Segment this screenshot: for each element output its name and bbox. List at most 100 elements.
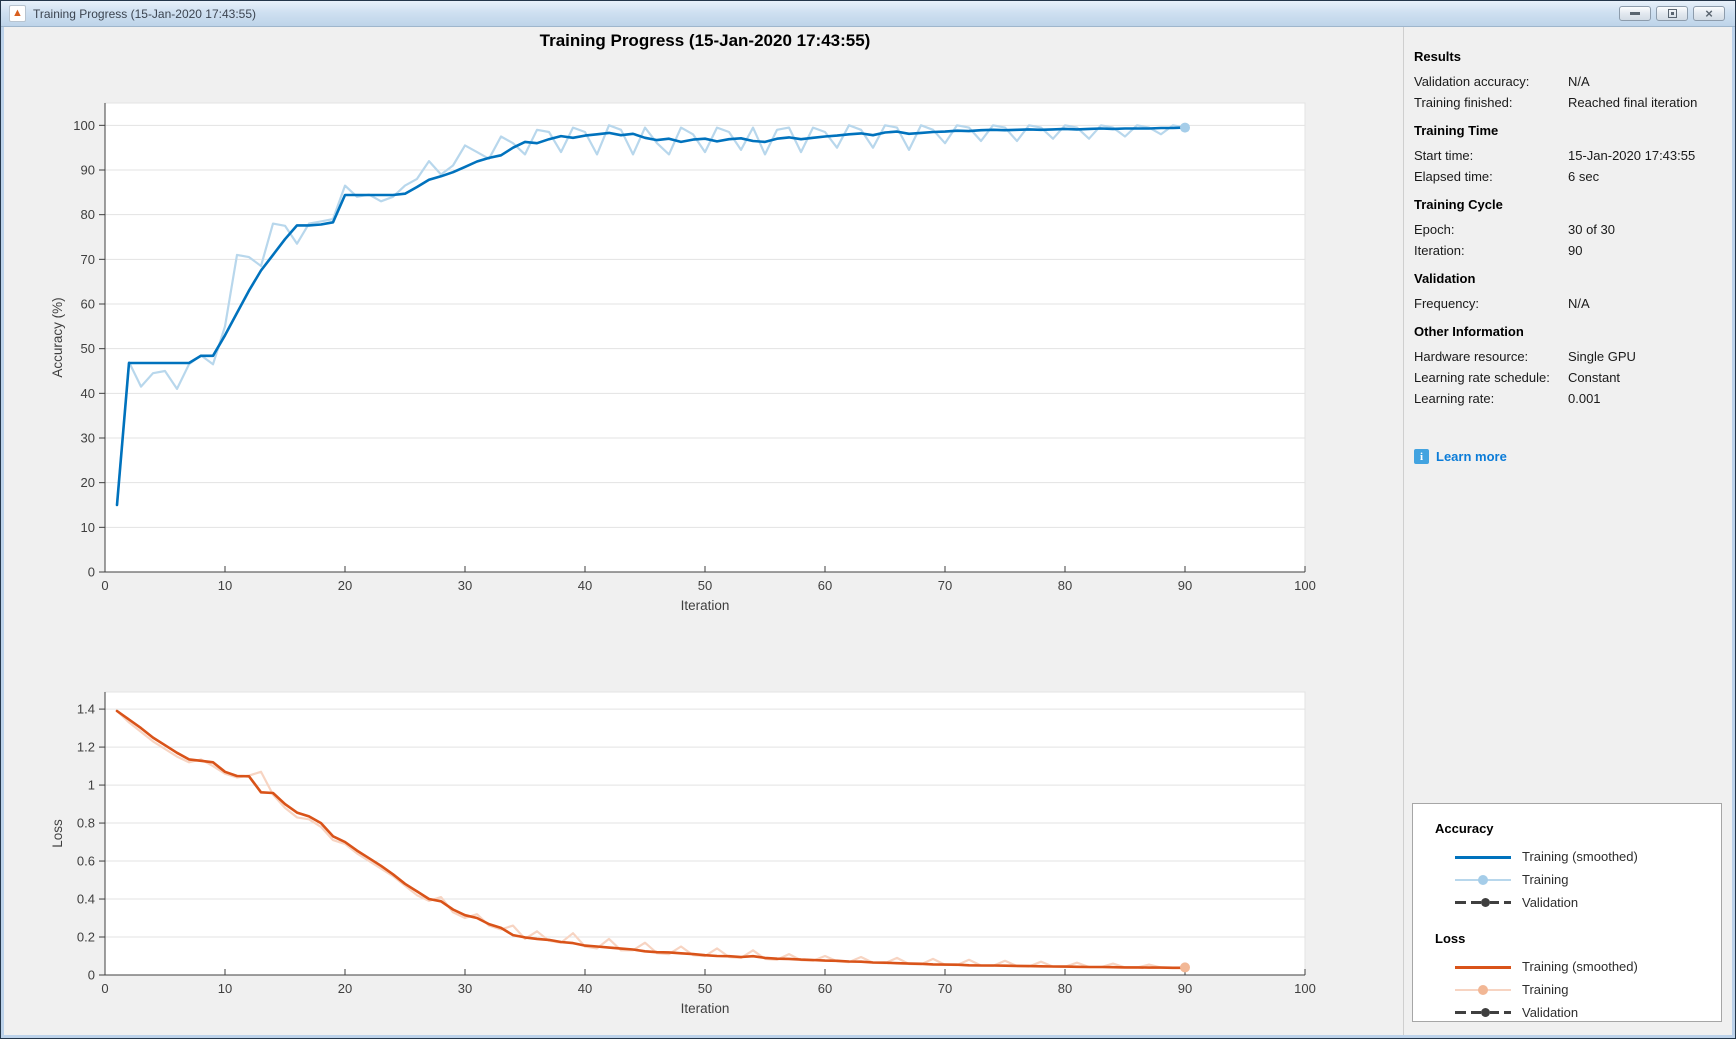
info-label: Learning rate:	[1414, 391, 1495, 406]
info-row: Hardware resource: Single GPU	[1414, 346, 1722, 367]
matlab-icon: ▲	[9, 5, 26, 22]
svg-text:100: 100	[1294, 981, 1316, 996]
svg-text:10: 10	[218, 981, 232, 996]
restore-icon	[1667, 9, 1677, 18]
restore-button[interactable]	[1656, 6, 1688, 21]
close-button[interactable]: ×	[1693, 6, 1725, 21]
validation-dashed-line-swatch	[1455, 1007, 1511, 1019]
svg-text:1.4: 1.4	[77, 702, 95, 717]
svg-text:60: 60	[818, 981, 832, 996]
section-title: Other Information	[1414, 324, 1524, 339]
info-row: Training finished: Reached final iteratio…	[1414, 92, 1722, 113]
info-label: Epoch:	[1414, 222, 1455, 237]
info-value: 90	[1568, 243, 1583, 258]
svg-text:90: 90	[1178, 578, 1192, 593]
info-value: Single GPU	[1568, 349, 1636, 364]
legend-group-title: Accuracy	[1435, 821, 1494, 836]
svg-text:30: 30	[458, 981, 472, 996]
svg-text:Iteration: Iteration	[681, 598, 730, 613]
training-cycle-section: Training Cycle Epoch: 30 of 30 Iteration:…	[1414, 197, 1722, 261]
section-title: Training Time	[1414, 123, 1499, 138]
info-value: N/A	[1568, 74, 1590, 89]
info-row: Epoch: 30 of 30	[1414, 219, 1722, 240]
svg-text:Iteration: Iteration	[681, 1001, 730, 1016]
svg-text:1.2: 1.2	[77, 740, 95, 755]
svg-text:70: 70	[938, 578, 952, 593]
minimize-icon	[1630, 12, 1640, 15]
info-value: 0.001	[1568, 391, 1601, 406]
info-value: 30 of 30	[1568, 222, 1615, 237]
results-section: Results Validation accuracy: N/A Training…	[1414, 49, 1722, 113]
info-row: Start time: 15-Jan-2020 17:43:55	[1414, 145, 1722, 166]
panel-divider	[1403, 27, 1404, 1035]
svg-text:0.6: 0.6	[77, 854, 95, 869]
info-value: 15-Jan-2020 17:43:55	[1568, 148, 1696, 163]
svg-text:50: 50	[698, 578, 712, 593]
svg-text:0: 0	[88, 565, 95, 580]
info-value: N/A	[1568, 296, 1590, 311]
svg-text:90: 90	[1178, 981, 1192, 996]
legend-item-loss-smoothed: Training (smoothed)	[1435, 955, 1721, 978]
info-row: Frequency: N/A	[1414, 293, 1722, 314]
loss-raw-line-swatch	[1455, 984, 1511, 996]
svg-text:20: 20	[338, 981, 352, 996]
window-title: Training Progress (15-Jan-2020 17:43:55)	[33, 6, 257, 21]
info-label: Learning rate schedule:	[1414, 370, 1550, 385]
info-label: Iteration:	[1414, 243, 1465, 258]
legend-group-accuracy: Accuracy Training (smoothed) Training Va…	[1435, 821, 1721, 914]
info-row: Validation accuracy: N/A	[1414, 71, 1722, 92]
svg-text:50: 50	[81, 341, 95, 356]
svg-text:0.4: 0.4	[77, 892, 95, 907]
titlebar[interactable]: ▲ Training Progress (15-Jan-2020 17:43:5…	[1, 1, 1735, 27]
learn-more-link[interactable]: i Learn more	[1414, 449, 1507, 464]
svg-text:70: 70	[81, 252, 95, 267]
accuracy-raw-line-swatch	[1455, 874, 1511, 886]
other-information-section: Other Information Hardware resource: Sing…	[1414, 324, 1722, 409]
svg-text:80: 80	[81, 207, 95, 222]
loss-chart: 0 0.2 0.4 0.6 0.8 1 1.2 1.4 0 10 20 30 40 50 60 70 80 90 1…	[40, 680, 1340, 1030]
svg-text:0: 0	[101, 981, 108, 996]
svg-text:90: 90	[81, 163, 95, 178]
svg-text:10: 10	[218, 578, 232, 593]
legend-item-accuracy-validation: Validation	[1435, 891, 1721, 914]
svg-text:1: 1	[88, 778, 95, 793]
svg-text:100: 100	[73, 118, 95, 133]
info-row: Iteration: 90	[1414, 240, 1722, 261]
info-value: 6 sec	[1568, 169, 1600, 184]
info-label: Hardware resource:	[1414, 349, 1529, 364]
svg-text:30: 30	[81, 431, 95, 446]
legend-item-loss-training: Training	[1435, 978, 1721, 1001]
legend-item-loss-validation: Validation	[1435, 1001, 1721, 1024]
svg-text:10: 10	[81, 520, 95, 535]
legend-item-accuracy-smoothed: Training (smoothed)	[1435, 845, 1721, 868]
validation-section: Validation Frequency: N/A	[1414, 271, 1722, 314]
svg-text:Loss: Loss	[50, 819, 65, 848]
window-controls: ×	[1619, 6, 1725, 21]
loss-smoothed-line-swatch	[1455, 961, 1511, 973]
legend-group-loss: Loss Training (smoothed) Training Valida…	[1435, 931, 1721, 1024]
section-title: Training Cycle	[1414, 197, 1503, 212]
info-label: Elapsed time:	[1414, 169, 1493, 184]
svg-text:40: 40	[578, 981, 592, 996]
minimize-button[interactable]	[1619, 6, 1651, 21]
training-time-section: Training Time Start time: 15-Jan-2020 17:…	[1414, 123, 1722, 187]
section-title: Results	[1414, 49, 1461, 64]
svg-text:0: 0	[101, 578, 108, 593]
info-label: Validation accuracy:	[1414, 74, 1530, 89]
info-row: Learning rate schedule: Constant	[1414, 367, 1722, 388]
svg-text:0.2: 0.2	[77, 930, 95, 945]
page-title: Training Progress (15-Jan-2020 17:43:55)	[539, 31, 871, 50]
accuracy-smoothed-line-swatch	[1455, 851, 1511, 863]
svg-text:80: 80	[1058, 578, 1072, 593]
svg-text:100: 100	[1294, 578, 1316, 593]
accuracy-chart: 0 10 20 30 40 50 60 70 80 90 100 0 10 20 30 40 50 60 70 80 9…	[40, 95, 1340, 625]
info-label: Frequency:	[1414, 296, 1480, 311]
svg-text:80: 80	[1058, 981, 1072, 996]
svg-text:60: 60	[81, 297, 95, 312]
svg-text:0: 0	[88, 968, 95, 983]
close-icon: ×	[1705, 6, 1713, 21]
info-value: Reached final iteration	[1568, 95, 1698, 110]
legend: Accuracy Training (smoothed) Training Va…	[1412, 803, 1722, 1022]
svg-text:30: 30	[458, 578, 472, 593]
